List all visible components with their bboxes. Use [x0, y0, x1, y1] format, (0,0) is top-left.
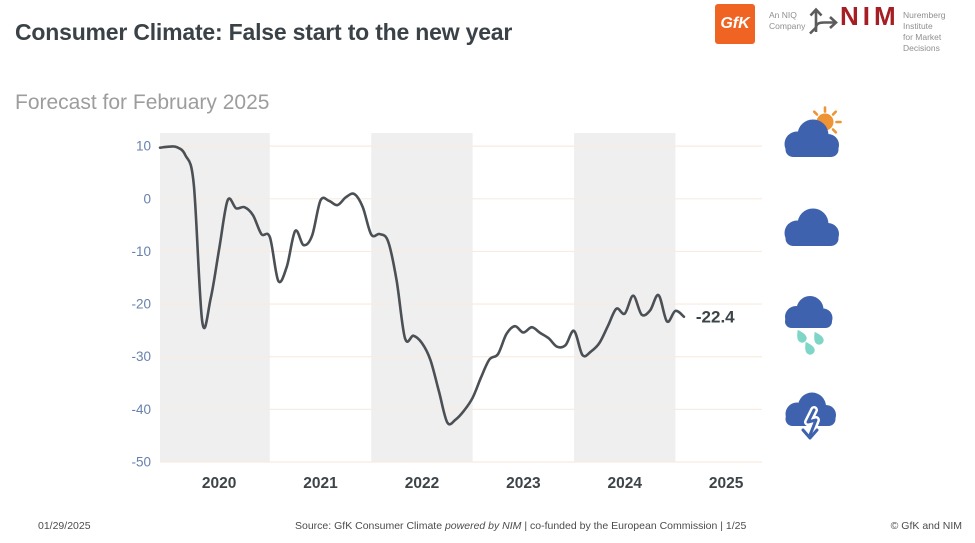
footer-date: 01/29/2025	[38, 520, 91, 532]
x-tick-label: 2022	[405, 475, 439, 492]
y-tick-label: -40	[131, 402, 151, 417]
chart-subtitle: Forecast for February 2025	[15, 91, 270, 115]
footer-source: Source: GfK Consumer Climate powered by …	[295, 520, 747, 532]
climate-line	[158, 145, 686, 426]
nim-tagline: Nuremberg Institute for Market Decisions	[903, 10, 946, 53]
rain-cloud-icon	[780, 291, 844, 355]
cloud-icon	[780, 200, 844, 264]
footer-copyright: © GfK and NIM	[890, 520, 962, 532]
x-tick-label: 2020	[202, 475, 236, 492]
gfk-tagline: An NIQ Company	[769, 10, 806, 31]
year-band-2020	[160, 133, 270, 462]
storm-cloud-down-arrow-icon	[780, 386, 844, 450]
gfk-logo-text: GfK	[720, 15, 750, 32]
x-tick-label: 2025	[709, 475, 744, 492]
y-tick-label: -10	[131, 244, 151, 259]
y-tick-label: 10	[136, 139, 151, 154]
x-tick-label: 2023	[506, 475, 541, 492]
gfk-logo: GfK	[715, 4, 755, 44]
last-value-label: -22.4	[696, 308, 735, 327]
y-tick-label: -30	[131, 349, 151, 364]
page-title: Consumer Climate: False start to the new…	[15, 19, 513, 46]
y-tick-label: -20	[131, 297, 151, 312]
nim-logo-text: NIM	[840, 1, 900, 31]
x-tick-label: 2021	[303, 475, 338, 492]
x-tick-label: 2024	[608, 475, 643, 492]
year-band-2022	[371, 133, 473, 462]
y-tick-label: -50	[131, 455, 151, 470]
sun-behind-cloud-icon	[780, 106, 844, 170]
nim-arrows-icon	[809, 7, 838, 35]
y-tick-label: 0	[143, 191, 151, 206]
